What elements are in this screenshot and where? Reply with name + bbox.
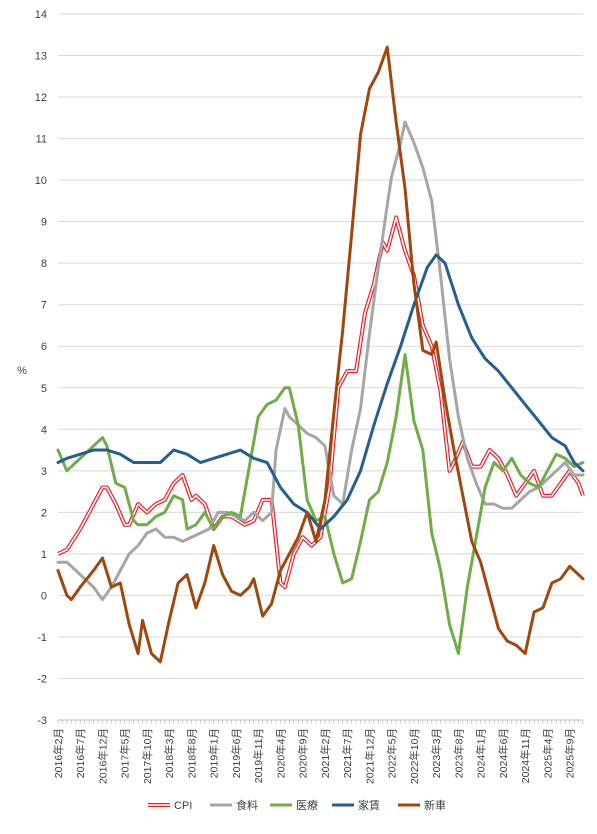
- legend-label: 家賃: [358, 798, 380, 812]
- y-tick-label: 1: [41, 549, 47, 561]
- y-axis-label: %: [17, 365, 27, 377]
- y-tick-label: 3: [41, 466, 47, 478]
- x-tick-label: 2021年12月: [363, 728, 376, 784]
- y-tick-label: -3: [37, 715, 47, 727]
- legend-label: 医療: [296, 798, 318, 812]
- x-tick-label: 2020年4月: [274, 728, 287, 778]
- y-tick-label: -2: [37, 673, 47, 685]
- y-tick-label: 13: [35, 51, 47, 63]
- x-tick-label: 2018年3月: [163, 728, 176, 778]
- y-tick-label: 14: [35, 9, 47, 21]
- x-tick-label: 2016年2月: [52, 728, 65, 778]
- x-tick-label: 2023年8月: [452, 728, 465, 778]
- y-tick-label: 11: [36, 134, 47, 146]
- x-tick-label: 2024年11月: [519, 728, 532, 783]
- series-line-医療: [56, 353, 585, 656]
- y-tick-label: 10: [35, 175, 47, 187]
- x-tick-label: 2025年9月: [564, 728, 577, 778]
- y-tick-label: 8: [41, 258, 47, 270]
- y-tick-label: 12: [35, 92, 47, 104]
- x-tick-label: 2022年10月: [408, 728, 421, 784]
- x-tick-label: 2019年6月: [230, 728, 243, 778]
- series-lines: [56, 45, 585, 664]
- x-tick-label: 2022年5月: [386, 728, 399, 778]
- x-tick-label: 2016年12月: [96, 728, 109, 784]
- series-line-新車: [56, 45, 585, 664]
- series-line-cpi-inner: [57, 216, 584, 588]
- series-line-cpi: [57, 215, 585, 590]
- x-tick-label: 2019年1月: [208, 728, 221, 778]
- x-tick-label: 2020年9月: [297, 728, 310, 778]
- x-tick-label: 2017年5月: [119, 728, 132, 778]
- legend-label: 新車: [424, 798, 446, 812]
- x-tick-label: 2021年2月: [319, 728, 332, 778]
- x-tick-label: 2021年7月: [341, 728, 354, 778]
- legend-label: CPI: [174, 800, 192, 812]
- x-tick-label: 2025年4月: [541, 728, 554, 778]
- y-tick-label: 5: [41, 383, 47, 395]
- y-tick-label: 9: [41, 217, 47, 229]
- y-tick-label: 0: [41, 590, 47, 602]
- gridlines: [58, 13, 583, 721]
- y-tick-label: 7: [41, 300, 47, 312]
- x-tick-label: 2024年1月: [475, 728, 488, 778]
- y-tick-label: -1: [37, 632, 47, 644]
- x-tick-label: 2023年3月: [430, 728, 443, 778]
- x-tick-label: 2024年6月: [497, 728, 510, 778]
- y-tick-label: 6: [41, 341, 47, 353]
- series-line-家賃: [56, 253, 585, 531]
- x-tick-label: 2016年7月: [74, 728, 87, 778]
- y-tick-label: 2: [41, 507, 47, 519]
- legend: CPI 食料 医療 家賃 新車: [148, 798, 446, 812]
- legend-label: 食料: [236, 798, 258, 812]
- x-tick-label: 2019年11月: [252, 728, 265, 783]
- y-tick-label: 4: [41, 424, 47, 436]
- x-tick-label: 2017年10月: [141, 728, 154, 784]
- series-line-食料: [56, 120, 585, 602]
- x-tick-label: 2018年8月: [185, 728, 198, 778]
